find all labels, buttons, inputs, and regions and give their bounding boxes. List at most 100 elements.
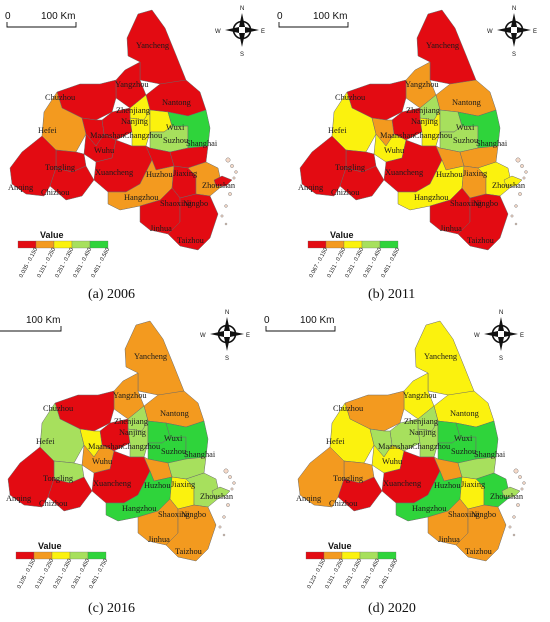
scale-zero-label: 0 bbox=[277, 11, 283, 22]
city-label-yangzhou: Yangzhou bbox=[405, 80, 439, 89]
city-label-xuancheng: Xuancheng bbox=[93, 479, 132, 488]
region-zhoushan bbox=[501, 486, 521, 498]
offshore-islands bbox=[220, 157, 238, 226]
city-label-yancheng: Yancheng bbox=[134, 352, 168, 361]
city-label-xuancheng: Xuancheng bbox=[95, 168, 134, 177]
city-label-huzhou: Huzhou bbox=[434, 481, 461, 490]
city-label-tongling: Tongling bbox=[43, 474, 74, 483]
city-label-jinhua: Jinhua bbox=[150, 224, 172, 233]
map-panel-4: Yancheng Yangzhou Chuzhou Nantong Zhenjiang N… bbox=[264, 310, 526, 616]
city-label-chuzhou: Chuzhou bbox=[43, 404, 74, 413]
map-panel-2: Yancheng Yangzhou Chuzhou Nantong Zhenjiang N… bbox=[277, 6, 537, 302]
city-label-hefei: Hefei bbox=[326, 437, 345, 446]
scale-bar: 0 100 Km bbox=[277, 11, 349, 28]
city-label-zhoushan: Zhoushan bbox=[200, 492, 234, 501]
city-label-ningbo: Ningbo bbox=[181, 510, 206, 519]
compass-n-label: N bbox=[240, 6, 244, 12]
offshore-islands bbox=[218, 468, 236, 537]
city-label-yancheng: Yancheng bbox=[424, 352, 458, 361]
legend-range-label-1: 0.123 - 0.150 bbox=[306, 558, 327, 590]
panel-caption: (c) 2016 bbox=[88, 601, 135, 616]
city-label-taizhou: Taizhou bbox=[177, 236, 205, 245]
legend-swatch-5 bbox=[87, 551, 107, 560]
legend-range-label-5: 0.451 - 0.750 bbox=[88, 558, 109, 590]
north-arrow-icon: N S E W bbox=[200, 310, 250, 362]
legend-range-label-1: 0.067 - 0.150 bbox=[308, 247, 329, 279]
city-label-jiaxing: Jiaxing bbox=[463, 169, 488, 178]
compass-w-label: W bbox=[215, 29, 221, 35]
region-yangzhou bbox=[403, 372, 435, 420]
legend-title: Value bbox=[38, 541, 62, 551]
legend-range-label-3: 0.251 - 0.350 bbox=[54, 247, 75, 279]
compass-s-label: S bbox=[499, 356, 503, 362]
city-label-tongling: Tongling bbox=[45, 163, 76, 172]
legend-title: Value bbox=[330, 230, 354, 240]
city-label-tongling: Tongling bbox=[333, 474, 364, 483]
city-label-nanjing: Nanjing bbox=[409, 428, 437, 437]
legend-range-label-4: 0.351 - 0.450 bbox=[362, 247, 383, 279]
city-label-chuzhou: Chuzhou bbox=[333, 404, 364, 413]
city-label-hefei: Hefei bbox=[36, 437, 55, 446]
region-chizhou bbox=[47, 476, 93, 512]
north-arrow-icon: N S E W bbox=[487, 6, 537, 58]
region-zhoushan bbox=[503, 175, 523, 187]
map-region-group: Yancheng Yangzhou Chuzhou Nantong Zhenjiang N… bbox=[8, 9, 238, 251]
city-label-suzhou: Suzhou bbox=[161, 447, 187, 456]
city-label-wuxi: Wuxi bbox=[454, 434, 473, 443]
compass-e-label: E bbox=[261, 29, 265, 35]
region-changzhou bbox=[419, 109, 441, 147]
city-label-zhenjiang: Zhenjiang bbox=[114, 417, 149, 426]
city-label-wuxi: Wuxi bbox=[166, 123, 185, 132]
city-label-chizhou: Chizhou bbox=[39, 499, 68, 508]
city-label-chuzhou: Chuzhou bbox=[335, 93, 366, 102]
panel-caption: (a) 2006 bbox=[88, 287, 135, 302]
city-label-wuhu: Wuhu bbox=[92, 457, 113, 466]
legend-range-label-4: 0.351 - 0.450 bbox=[70, 558, 91, 590]
region-changzhou bbox=[417, 420, 439, 458]
legend-range-label-5: 0.451 - 0.560 bbox=[90, 247, 111, 279]
scale-zero-label: 0 bbox=[5, 11, 11, 22]
legend-swatch-5 bbox=[379, 240, 399, 249]
compass-w-label: W bbox=[200, 333, 206, 339]
compass-w-label: W bbox=[487, 29, 493, 35]
city-label-taizhou: Taizhou bbox=[175, 547, 203, 556]
scale-zero-label: 0 bbox=[264, 315, 270, 326]
city-label-shaoxing: Shaoxing bbox=[160, 199, 192, 208]
legend-range-label-5: 0.451 - 0.650 bbox=[380, 247, 401, 279]
city-label-xuancheng: Xuancheng bbox=[385, 168, 424, 177]
city-label-suzhou: Suzhou bbox=[453, 136, 479, 145]
city-label-anqing: Anqing bbox=[298, 183, 324, 192]
city-label-jinhua: Jinhua bbox=[438, 535, 460, 544]
legend-range-label-1: 0.105 - 0.150 bbox=[16, 558, 37, 590]
city-label-zhoushan: Zhoushan bbox=[490, 492, 524, 501]
city-label-jinhua: Jinhua bbox=[440, 224, 462, 233]
city-label-shanghai: Shanghai bbox=[476, 139, 508, 148]
city-label-jiaxing: Jiaxing bbox=[171, 480, 196, 489]
legend-swatch-5 bbox=[89, 240, 109, 249]
legend-title: Value bbox=[328, 541, 352, 551]
city-label-chizhou: Chizhou bbox=[331, 188, 360, 197]
region-chizhou bbox=[337, 476, 383, 512]
panel-caption: (d) 2020 bbox=[368, 601, 416, 616]
city-label-hangzhou: Hangzhou bbox=[414, 193, 449, 202]
offshore-islands bbox=[510, 157, 528, 226]
city-label-chizhou: Chizhou bbox=[41, 188, 70, 197]
compass-e-label: E bbox=[520, 333, 524, 339]
city-label-taizhou: Taizhou bbox=[465, 547, 493, 556]
scale-distance-label: 100 Km bbox=[41, 11, 75, 22]
city-label-maanshan: Maanshan bbox=[378, 442, 413, 451]
city-label-wuhu: Wuhu bbox=[384, 146, 405, 155]
city-label-zhoushan: Zhoushan bbox=[202, 181, 236, 190]
offshore-islands bbox=[508, 468, 526, 537]
city-label-changzhou: Changzhou bbox=[414, 131, 453, 140]
map-panel-1: Yancheng Yangzhou Chuzhou Nantong Zhenjiang N… bbox=[5, 6, 265, 302]
city-label-zhoushan: Zhoushan bbox=[492, 181, 526, 190]
compass-n-label: N bbox=[225, 310, 229, 316]
compass-e-label: E bbox=[533, 29, 537, 35]
city-label-yangzhou: Yangzhou bbox=[115, 80, 149, 89]
city-label-yangzhou: Yangzhou bbox=[403, 391, 437, 400]
city-label-zhenjiang: Zhenjiang bbox=[406, 106, 441, 115]
city-label-wuhu: Wuhu bbox=[382, 457, 403, 466]
